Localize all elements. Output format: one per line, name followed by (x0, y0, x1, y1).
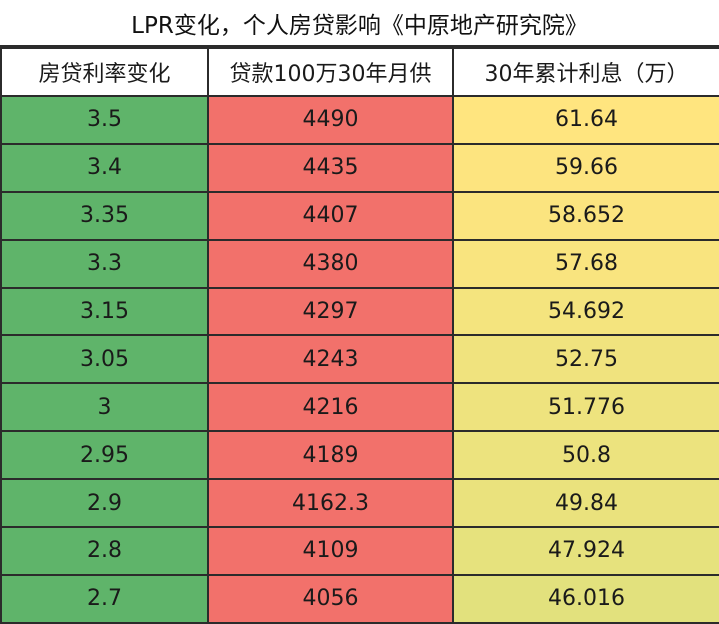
interest-cell: 47.924 (452, 526, 719, 576)
rate-cell: 2.95 (0, 430, 209, 481)
header-row: 房贷利率变化 贷款100万30年月供 30年累计利息（万） (0, 47, 719, 97)
interest-cell: 59.66 (452, 142, 719, 193)
header-interest: 30年累计利息（万） (452, 47, 719, 97)
rate-cell: 3.3 (0, 238, 209, 289)
table-title: LPR变化，个人房贷影响《中原地产研究院》 (0, 0, 719, 47)
table-row: 3.05 4243 52.75 (0, 334, 719, 385)
lpr-table: 房贷利率变化 贷款100万30年月供 30年累计利息（万） 3.5 4490 61.… (0, 47, 719, 624)
interest-cell: 49.84 (452, 478, 719, 529)
table-row: 2.9 4162.3 49.84 (0, 478, 719, 529)
interest-cell: 58.652 (452, 190, 719, 241)
payment-cell: 4109 (207, 526, 454, 576)
table-row: 3.35 4407 58.652 (0, 190, 719, 241)
payment-cell: 4407 (207, 190, 454, 241)
rate-cell: 2.8 (0, 526, 209, 576)
payment-cell: 4297 (207, 286, 454, 337)
payment-cell: 4380 (207, 238, 454, 289)
rate-cell: 2.7 (0, 573, 209, 624)
rate-cell: 3.05 (0, 334, 209, 385)
rate-cell: 3.15 (0, 286, 209, 337)
table-row: 3 4216 51.776 (0, 382, 719, 433)
rate-cell: 3.35 (0, 190, 209, 241)
header-rate: 房贷利率变化 (0, 47, 209, 97)
payment-cell: 4162.3 (207, 478, 454, 529)
payment-cell: 4435 (207, 142, 454, 193)
rate-cell: 3.4 (0, 142, 209, 193)
table-row: 3.4 4435 59.66 (0, 142, 719, 193)
table-row: 3.5 4490 61.64 (0, 95, 719, 145)
interest-cell: 61.64 (452, 95, 719, 145)
header-payment: 贷款100万30年月供 (207, 47, 454, 97)
interest-cell: 46.016 (452, 573, 719, 624)
table-row: 2.95 4189 50.8 (0, 430, 719, 481)
interest-cell: 51.776 (452, 382, 719, 433)
payment-cell: 4490 (207, 95, 454, 145)
payment-cell: 4189 (207, 430, 454, 481)
interest-cell: 57.68 (452, 238, 719, 289)
table-body: 3.5 4490 61.64 3.4 4435 59.66 3.35 4407 58.652 3.… (0, 95, 719, 624)
table-row: 3.3 4380 57.68 (0, 238, 719, 289)
payment-cell: 4216 (207, 382, 454, 433)
interest-cell: 52.75 (452, 334, 719, 385)
rate-cell: 3.5 (0, 95, 209, 145)
table-row: 3.15 4297 54.692 (0, 286, 719, 337)
rate-cell: 2.9 (0, 478, 209, 529)
payment-cell: 4243 (207, 334, 454, 385)
table-row: 2.8 4109 47.924 (0, 526, 719, 576)
interest-cell: 54.692 (452, 286, 719, 337)
interest-cell: 50.8 (452, 430, 719, 481)
table-row: 2.7 4056 46.016 (0, 573, 719, 624)
payment-cell: 4056 (207, 573, 454, 624)
rate-cell: 3 (0, 382, 209, 433)
